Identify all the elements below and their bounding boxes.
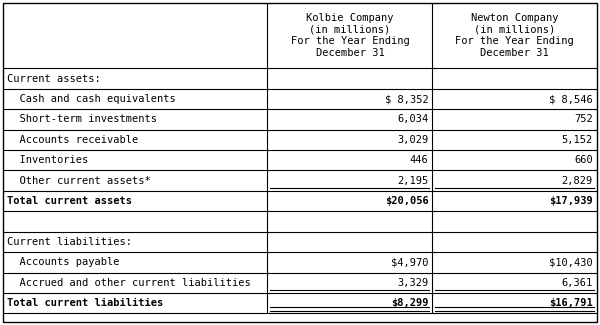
Text: $16,791: $16,791 [549,298,593,308]
Text: Inventories: Inventories [7,155,88,165]
Text: 2,195: 2,195 [397,176,428,186]
Text: Short-term investments: Short-term investments [7,114,157,124]
Text: $ 8,546: $ 8,546 [549,94,593,104]
Text: Other current assets*: Other current assets* [7,176,151,186]
Text: $17,939: $17,939 [549,196,593,206]
Text: 5,152: 5,152 [562,135,593,145]
Text: $8,299: $8,299 [391,298,428,308]
Text: 3,029: 3,029 [397,135,428,145]
Text: Accrued and other current liabilities: Accrued and other current liabilities [7,278,251,288]
Text: $ 8,352: $ 8,352 [385,94,428,104]
Text: Total current assets: Total current assets [7,196,132,206]
Text: $10,430: $10,430 [549,257,593,267]
Text: 752: 752 [574,114,593,124]
Text: $4,970: $4,970 [391,257,428,267]
Text: 2,829: 2,829 [562,176,593,186]
Text: 3,329: 3,329 [397,278,428,288]
Text: Cash and cash equivalents: Cash and cash equivalents [7,94,176,104]
Text: Accounts payable: Accounts payable [7,257,119,267]
Text: 660: 660 [574,155,593,165]
Text: Newton Company
(in millions)
For the Year Ending
December 31: Newton Company (in millions) For the Yea… [455,13,574,58]
Text: Accounts receivable: Accounts receivable [7,135,138,145]
Text: 6,034: 6,034 [397,114,428,124]
Text: Current liabilities:: Current liabilities: [7,237,132,247]
Text: Kolbie Company
(in millions)
For the Year Ending
December 31: Kolbie Company (in millions) For the Yea… [290,13,409,58]
Text: 446: 446 [410,155,428,165]
Text: Total current liabilities: Total current liabilities [7,298,163,308]
Text: Current assets:: Current assets: [7,73,101,84]
Text: $20,056: $20,056 [385,196,428,206]
Text: 6,361: 6,361 [562,278,593,288]
